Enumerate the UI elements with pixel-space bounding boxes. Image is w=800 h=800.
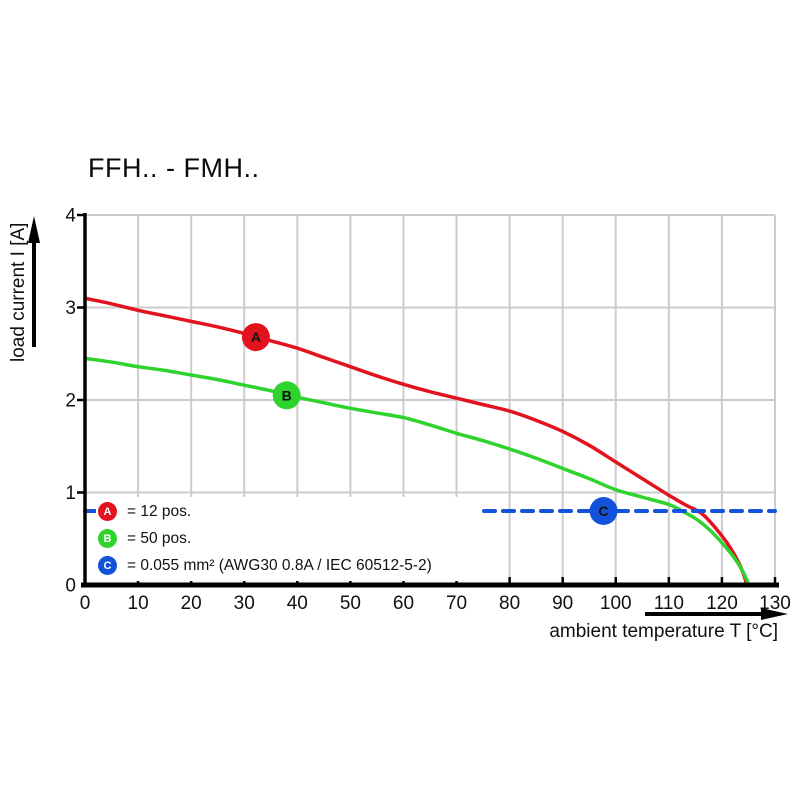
y-tick-label: 4 <box>65 206 76 227</box>
x-tick-label: 20 <box>181 593 202 614</box>
marker-b <box>272 381 301 410</box>
marker-a <box>241 323 270 352</box>
x-tick-label: 70 <box>446 593 467 614</box>
legend-item-c: C = 0.055 mm² (AWG30 0.8A / IEC 60512-5-… <box>98 552 476 579</box>
legend: A = 12 pos. B = 50 pos. C = 0.055 mm² (A… <box>96 497 480 581</box>
y-tick-label: 0 <box>65 576 76 597</box>
legend-item-b: B = 50 pos. <box>98 525 476 552</box>
x-axis-arrowhead-icon <box>761 608 788 620</box>
marker-c-letter: C <box>598 503 608 519</box>
legend-label-a: = 12 pos. <box>127 502 192 520</box>
x-tick-label: 80 <box>499 593 520 614</box>
x-tick-label: 40 <box>287 593 308 614</box>
marker-a-letter: A <box>251 329 261 345</box>
marker-b-letter: B <box>282 387 292 403</box>
y-tick-label: 2 <box>65 391 76 412</box>
x-axis-label: ambient temperature T [°C] <box>549 621 778 642</box>
legend-label-c: = 0.055 mm² (AWG30 0.8A / IEC 60512-5-2) <box>127 556 432 574</box>
legend-circle-c-icon: C <box>98 556 117 575</box>
series-b-line <box>83 356 751 586</box>
y-tick-label: 1 <box>65 483 76 504</box>
y-axis-arrowhead-icon <box>28 216 40 243</box>
x-tick-label: 100 <box>600 593 632 614</box>
legend-circle-b-icon: B <box>98 529 117 548</box>
x-tick-label: 110 <box>654 593 684 614</box>
series-a-line <box>83 296 749 585</box>
x-tick-label: 0 <box>80 593 91 614</box>
legend-circle-a-icon: A <box>98 502 117 521</box>
y-axis-label: load current I [A] <box>8 222 29 362</box>
x-tick-label: 10 <box>128 593 149 614</box>
y-tick-label: 3 <box>65 298 76 319</box>
page-title: FFH.. - FMH.. <box>88 153 260 183</box>
x-tick-label: 120 <box>706 593 738 614</box>
x-tick-label: 130 <box>759 593 791 614</box>
marker-c <box>589 497 618 525</box>
x-tick-label: 30 <box>234 593 255 614</box>
x-tick-label: 60 <box>393 593 414 614</box>
legend-item-a: A = 12 pos. <box>98 498 476 525</box>
x-tick-label: 90 <box>552 593 573 614</box>
x-tick-label: 50 <box>340 593 361 614</box>
legend-label-b: = 50 pos. <box>127 529 192 547</box>
